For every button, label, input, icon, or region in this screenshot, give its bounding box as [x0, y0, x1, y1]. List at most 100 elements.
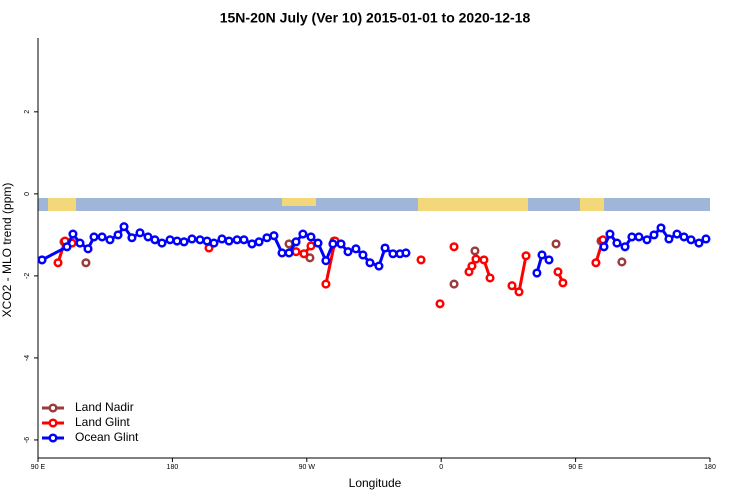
- y-tick-label: 2: [24, 110, 31, 114]
- point: [113, 230, 123, 240]
- point: [157, 238, 167, 248]
- point: [532, 268, 542, 278]
- x-tick-label: 180: [704, 464, 716, 471]
- point: [305, 253, 315, 263]
- point: [634, 232, 644, 242]
- point: [612, 238, 622, 248]
- point: [68, 229, 78, 239]
- chart-title: 15N-20N July (Ver 10) 2015-01-01 to 2020…: [220, 10, 531, 26]
- point: [119, 222, 129, 232]
- point: [664, 234, 674, 244]
- point: [321, 256, 331, 266]
- point: [471, 254, 481, 264]
- point: [343, 247, 353, 257]
- x-tick-label: 90 W: [299, 464, 316, 471]
- point: [97, 232, 107, 242]
- point: [75, 238, 85, 248]
- point: [165, 235, 175, 245]
- point: [620, 242, 630, 252]
- point: [62, 242, 72, 252]
- point: [135, 228, 145, 238]
- point: [127, 233, 137, 243]
- point: [284, 239, 294, 249]
- point: [195, 235, 205, 245]
- y-tick-label: -4: [24, 355, 31, 361]
- point: [150, 235, 160, 245]
- point: [291, 237, 301, 247]
- point: [467, 261, 477, 271]
- point: [328, 239, 338, 249]
- point: [435, 299, 445, 309]
- point: [449, 279, 459, 289]
- point: [209, 238, 219, 248]
- point: [507, 281, 517, 291]
- point: [617, 257, 627, 267]
- point: [701, 234, 711, 244]
- point: [544, 255, 554, 265]
- map-strip: [38, 198, 710, 211]
- point: [306, 241, 316, 251]
- point: [485, 273, 495, 283]
- point: [254, 237, 264, 247]
- point: [514, 287, 524, 297]
- point: [179, 237, 189, 247]
- point: [642, 235, 652, 245]
- point: [558, 278, 568, 288]
- point: [521, 251, 531, 261]
- point: [53, 258, 63, 268]
- point: [553, 267, 563, 277]
- x-axis-label: Longitude: [349, 476, 402, 490]
- point: [277, 248, 287, 258]
- point: [105, 235, 115, 245]
- point: [358, 250, 368, 260]
- point: [599, 242, 609, 252]
- y-tick-label: -2: [24, 273, 31, 279]
- point: [380, 243, 390, 253]
- point: [449, 242, 459, 252]
- point: [605, 229, 615, 239]
- point: [299, 249, 309, 259]
- point: [247, 239, 257, 249]
- point: [269, 231, 279, 241]
- point: [694, 238, 704, 248]
- legend-label: Land Glint: [75, 415, 130, 429]
- point: [686, 235, 696, 245]
- point: [401, 248, 411, 258]
- point: [313, 238, 323, 248]
- point: [284, 248, 294, 258]
- x-tick-label: 90 E: [568, 464, 583, 471]
- point: [239, 235, 249, 245]
- point: [298, 229, 308, 239]
- point: [416, 255, 426, 265]
- point: [217, 234, 227, 244]
- point: [388, 249, 398, 259]
- point: [336, 239, 346, 249]
- point: [143, 232, 153, 242]
- legend-label: Ocean Glint: [75, 430, 139, 444]
- point: [351, 244, 361, 254]
- y-tick-label: 0: [24, 192, 31, 196]
- y-tick-label: -6: [24, 437, 31, 443]
- point: [649, 230, 659, 240]
- point: [262, 233, 272, 243]
- x-tick-label: 0: [439, 464, 443, 471]
- x-tick-label: 180: [167, 464, 179, 471]
- legend-marker: [48, 418, 58, 428]
- point: [89, 232, 99, 242]
- point: [306, 232, 316, 242]
- point: [591, 258, 601, 268]
- x-tick-label: 90 E: [31, 464, 46, 471]
- point: [479, 255, 489, 265]
- point: [224, 236, 234, 246]
- point: [656, 223, 666, 233]
- point: [365, 258, 375, 268]
- point: [537, 250, 547, 260]
- point: [679, 232, 689, 242]
- point: [627, 232, 637, 242]
- point: [291, 247, 301, 257]
- point: [232, 235, 242, 245]
- point: [321, 279, 331, 289]
- legend-marker: [48, 433, 58, 443]
- point: [672, 229, 682, 239]
